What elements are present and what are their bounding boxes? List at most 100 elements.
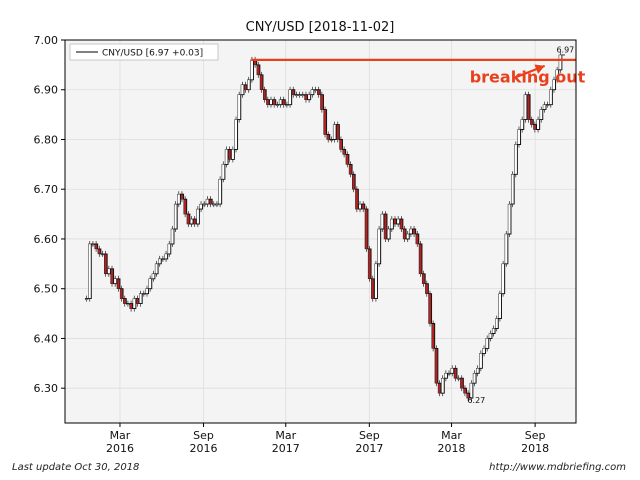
price-series [84, 51, 565, 402]
candle-body [371, 278, 375, 299]
candle-body [386, 228, 391, 240]
y-tick-label: 6.30 [34, 382, 59, 395]
candle-body [218, 179, 222, 205]
x-tick-label-year: 2017 [355, 442, 383, 455]
candle-body [132, 298, 136, 309]
x-tick-label-year: 2016 [190, 442, 218, 455]
candle-body [450, 368, 454, 374]
y-tick-label: 7.00 [34, 34, 59, 47]
candle-body [224, 149, 229, 165]
candle-body [189, 218, 194, 225]
candle-body [402, 228, 407, 240]
candle-body [406, 233, 410, 240]
candle-body [250, 59, 254, 81]
candle-body [510, 174, 515, 205]
candle-body [491, 328, 496, 334]
candle-body [549, 89, 553, 105]
candle-body [418, 243, 423, 275]
arrow-head [534, 64, 545, 74]
candle-body [514, 144, 518, 175]
candle-body [138, 293, 143, 304]
candle-body [262, 89, 267, 100]
candle-body [272, 99, 276, 105]
candle-body [507, 203, 512, 235]
candle-body [441, 377, 445, 394]
candle-body [88, 243, 92, 299]
candle-body [123, 298, 127, 304]
candle-body [539, 109, 543, 120]
source-url: http://www.mdbriefing.com [489, 462, 626, 473]
candle-body [183, 198, 187, 215]
candle-body [145, 288, 149, 294]
low-value-label: 6.27 [467, 396, 485, 405]
candle-body [148, 278, 152, 289]
candle-body [151, 273, 155, 280]
candle-body [523, 94, 528, 120]
candle-body [364, 208, 369, 250]
candle-body [291, 89, 295, 95]
candle-body [135, 298, 140, 304]
candle-body [240, 84, 245, 95]
candle-body [199, 203, 203, 210]
y-tick-label: 6.80 [34, 133, 59, 146]
candle-body [526, 94, 531, 120]
candle-body [428, 293, 432, 324]
candle-body [266, 99, 270, 105]
x-tick-label-year: 2017 [272, 442, 300, 455]
candle-body [488, 333, 493, 339]
candle-body [517, 129, 521, 145]
candle-body [390, 218, 394, 230]
candle-body [104, 253, 108, 275]
candle-body [444, 373, 448, 379]
y-tick-label: 6.70 [34, 183, 59, 196]
candle-body [342, 149, 346, 155]
candle-body [536, 119, 540, 130]
candle-body [234, 119, 238, 150]
candle-body [107, 268, 111, 275]
candle-body [259, 74, 264, 90]
candle-body [460, 377, 464, 389]
breaking-out-annotation: breaking out [470, 67, 586, 86]
candle-body [332, 124, 337, 140]
candle-body [164, 253, 168, 260]
candle-body [317, 89, 321, 95]
candle-body [237, 94, 241, 120]
candle-body [399, 218, 404, 230]
candle-body [504, 233, 508, 265]
legend-label: CNY/USD [6.97 +0.03] [102, 49, 203, 59]
candle-body [193, 218, 197, 225]
y-tick-label: 6.60 [34, 233, 59, 246]
candle-body [520, 119, 524, 130]
candle-body [113, 278, 117, 284]
candle-body [348, 164, 353, 175]
candle-body [367, 248, 372, 280]
candle-body [495, 318, 499, 329]
candle-body [320, 94, 324, 110]
candle-body [177, 193, 181, 205]
candle-body [355, 188, 359, 210]
candle-body [533, 124, 537, 130]
candle-body [243, 84, 248, 90]
candle-body [247, 79, 251, 90]
axes: 6.306.406.506.606.706.806.907.00Mar2016S… [34, 34, 550, 455]
candle-body [323, 109, 327, 135]
candle-body [221, 164, 225, 180]
candle-body [119, 288, 124, 299]
candle-body [393, 218, 397, 225]
candle-body [129, 303, 133, 309]
x-tick-label-month: Sep [359, 429, 380, 442]
candle-body [154, 263, 159, 275]
price-line [85, 54, 565, 399]
candle-body [431, 323, 435, 349]
y-tick-label: 6.90 [34, 84, 59, 97]
x-tick-label-month: Sep [193, 429, 214, 442]
candle-body [256, 64, 260, 76]
candle-body [158, 258, 162, 265]
x-tick-label-month: Mar [110, 429, 131, 442]
candle-body [463, 387, 467, 394]
candle-body [336, 124, 340, 140]
candle-body [180, 193, 184, 200]
candle-body [304, 94, 308, 100]
candle-body [472, 373, 477, 384]
